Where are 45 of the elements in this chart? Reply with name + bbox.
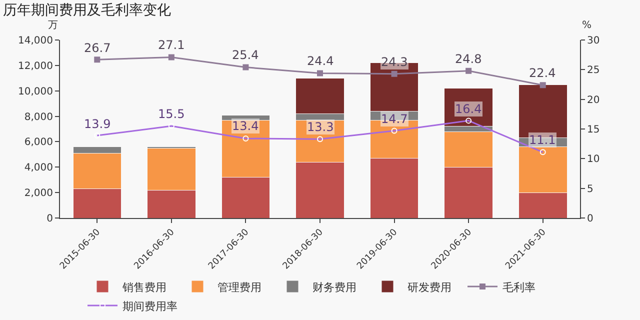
data-label: 25.4 <box>232 48 259 62</box>
legend-label: 期间费用率 <box>122 300 178 313</box>
data-label: 13.9 <box>84 117 111 131</box>
point <box>391 70 398 77</box>
data-label: 24.8 <box>455 52 482 66</box>
y2-tick-label: 25 <box>587 65 600 76</box>
y-axis-title: 万 <box>48 20 58 31</box>
y2-tick-label: 30 <box>587 36 600 46</box>
y-tick-label: 14,000 <box>18 36 53 46</box>
point <box>242 64 249 70</box>
data-label: 11.1 <box>529 133 556 147</box>
data-label: 13.4 <box>232 119 259 133</box>
y-tick-label: 6,000 <box>24 137 53 148</box>
data-label: 16.4 <box>455 102 482 116</box>
y-tick-label: 4,000 <box>24 162 53 174</box>
point <box>94 56 100 63</box>
legend-label: 毛利率 <box>502 280 536 294</box>
data-label: 15.5 <box>158 107 185 121</box>
data-label: 27.1 <box>158 38 185 52</box>
y-tick-label: 10,000 <box>18 86 53 98</box>
data-label: 24.4 <box>307 54 334 68</box>
y2-axis-title: % <box>582 20 592 31</box>
data-label: 26.7 <box>84 41 111 55</box>
y-tick-label: 12,000 <box>18 60 53 72</box>
data-label: 22.4 <box>529 66 556 80</box>
y2-tick-label: 5 <box>587 184 594 195</box>
legend-label: 管理费用 <box>218 280 262 294</box>
y2-tick-label: 15 <box>587 124 600 136</box>
chart-title: 历年期间费用及毛利率变化 <box>3 2 172 19</box>
legend-label: 研发费用 <box>408 280 452 294</box>
legend-label: 销售费用 <box>122 280 166 294</box>
y2-tick-label: 10 <box>587 154 600 166</box>
data-label: 14.7 <box>381 112 408 126</box>
y2-tick-label: 20 <box>587 94 600 106</box>
data-label: 24.3 <box>381 55 408 69</box>
point <box>168 54 174 60</box>
y-tick-label: 0 <box>46 214 53 224</box>
point <box>466 68 472 74</box>
data-label: 13.3 <box>307 120 334 134</box>
point <box>540 82 546 88</box>
y2-tick-label: 0 <box>587 214 594 224</box>
y-tick-label: 8,000 <box>24 112 53 123</box>
y-tick-label: 2,000 <box>24 188 53 200</box>
point <box>317 70 323 76</box>
legend-label: 财务费用 <box>312 280 356 294</box>
